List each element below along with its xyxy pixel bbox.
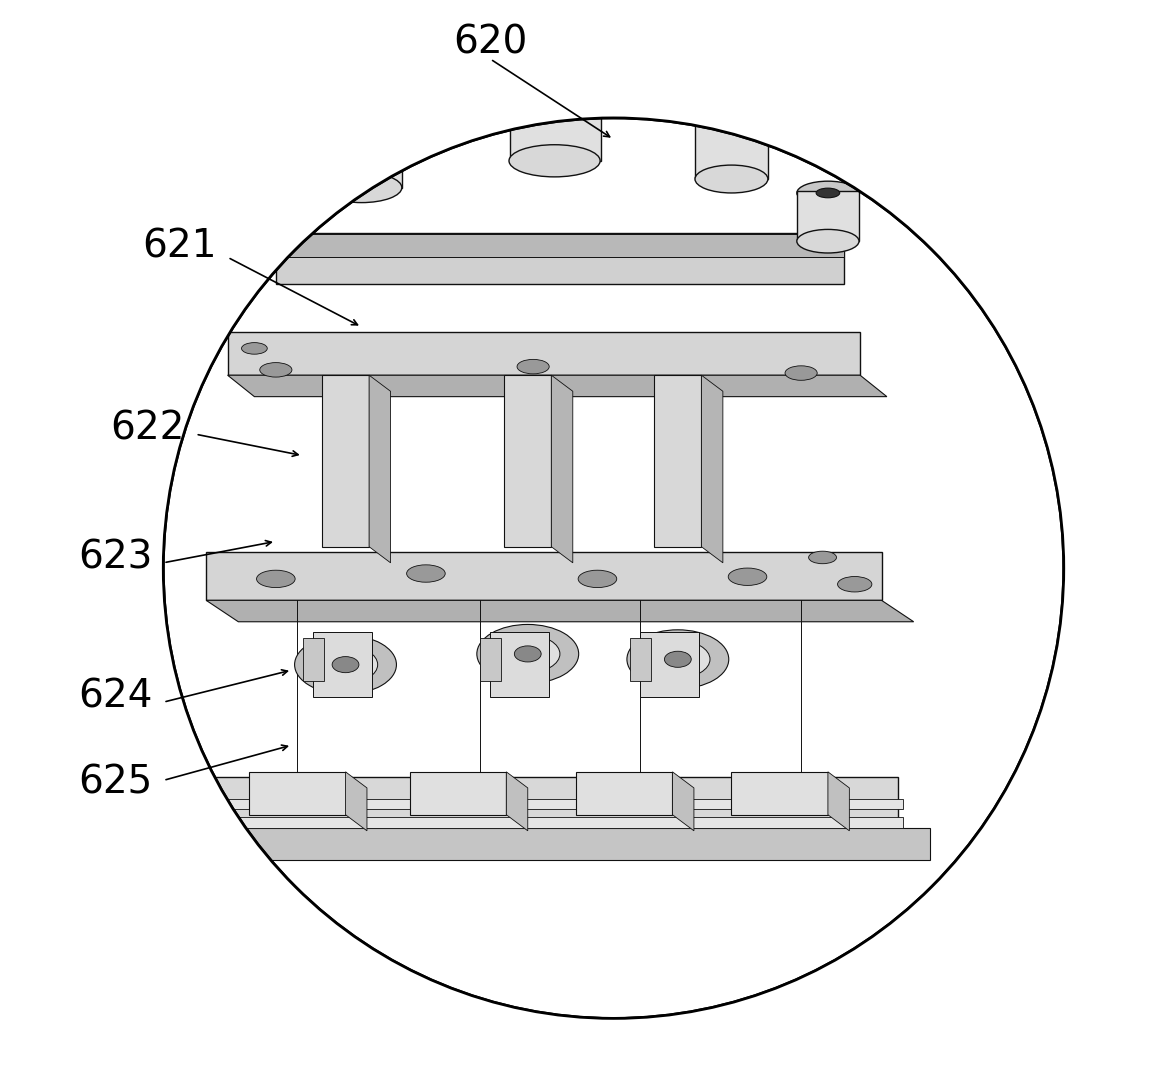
FancyBboxPatch shape (509, 88, 600, 161)
Ellipse shape (407, 565, 445, 582)
Ellipse shape (346, 117, 378, 130)
Ellipse shape (321, 108, 402, 138)
Ellipse shape (718, 113, 745, 123)
Polygon shape (190, 836, 930, 860)
Polygon shape (206, 600, 914, 622)
Text: 624: 624 (78, 678, 152, 716)
Ellipse shape (537, 84, 571, 99)
Polygon shape (673, 772, 694, 831)
FancyBboxPatch shape (275, 233, 844, 284)
FancyBboxPatch shape (654, 375, 702, 547)
FancyBboxPatch shape (228, 332, 861, 375)
FancyBboxPatch shape (313, 632, 372, 697)
Ellipse shape (517, 359, 550, 374)
FancyBboxPatch shape (479, 638, 501, 681)
Polygon shape (346, 772, 367, 831)
FancyBboxPatch shape (217, 799, 903, 809)
Text: 623: 623 (78, 538, 152, 577)
FancyBboxPatch shape (275, 234, 844, 257)
Ellipse shape (838, 577, 872, 592)
Ellipse shape (514, 645, 541, 662)
Ellipse shape (295, 635, 396, 695)
FancyBboxPatch shape (303, 638, 324, 681)
Ellipse shape (797, 181, 859, 205)
Ellipse shape (809, 551, 836, 564)
Polygon shape (369, 375, 391, 563)
Ellipse shape (495, 635, 560, 673)
Text: 625: 625 (78, 763, 152, 802)
Text: 620: 620 (453, 24, 528, 62)
FancyBboxPatch shape (505, 375, 552, 547)
Ellipse shape (332, 656, 359, 673)
Ellipse shape (547, 88, 561, 94)
Ellipse shape (509, 75, 600, 107)
Polygon shape (702, 375, 722, 563)
Ellipse shape (728, 568, 767, 585)
Ellipse shape (313, 645, 378, 684)
Ellipse shape (695, 165, 768, 193)
FancyBboxPatch shape (249, 772, 346, 815)
Text: 621: 621 (142, 227, 217, 266)
FancyBboxPatch shape (190, 777, 897, 836)
Ellipse shape (785, 366, 817, 381)
FancyBboxPatch shape (321, 375, 369, 547)
FancyBboxPatch shape (732, 772, 828, 815)
Ellipse shape (242, 343, 267, 354)
Polygon shape (828, 772, 849, 831)
Ellipse shape (578, 570, 616, 587)
Text: 622: 622 (109, 410, 184, 448)
Polygon shape (507, 772, 528, 831)
FancyBboxPatch shape (206, 552, 881, 600)
FancyBboxPatch shape (576, 772, 673, 815)
FancyBboxPatch shape (695, 117, 768, 179)
Polygon shape (552, 375, 573, 563)
FancyBboxPatch shape (641, 632, 699, 697)
Ellipse shape (726, 116, 737, 120)
FancyBboxPatch shape (491, 632, 550, 697)
Ellipse shape (645, 640, 710, 678)
Ellipse shape (665, 651, 691, 667)
FancyBboxPatch shape (321, 121, 402, 188)
FancyBboxPatch shape (630, 638, 651, 681)
Ellipse shape (627, 629, 729, 689)
Ellipse shape (257, 570, 295, 587)
FancyBboxPatch shape (410, 772, 507, 815)
Ellipse shape (321, 173, 402, 203)
Ellipse shape (477, 624, 578, 684)
Ellipse shape (695, 104, 768, 132)
Polygon shape (228, 375, 887, 397)
FancyBboxPatch shape (222, 828, 930, 860)
Ellipse shape (259, 362, 291, 377)
Ellipse shape (355, 120, 367, 125)
FancyBboxPatch shape (797, 191, 859, 241)
FancyBboxPatch shape (217, 817, 903, 828)
Ellipse shape (797, 229, 859, 253)
Ellipse shape (816, 189, 840, 197)
Ellipse shape (509, 145, 600, 177)
